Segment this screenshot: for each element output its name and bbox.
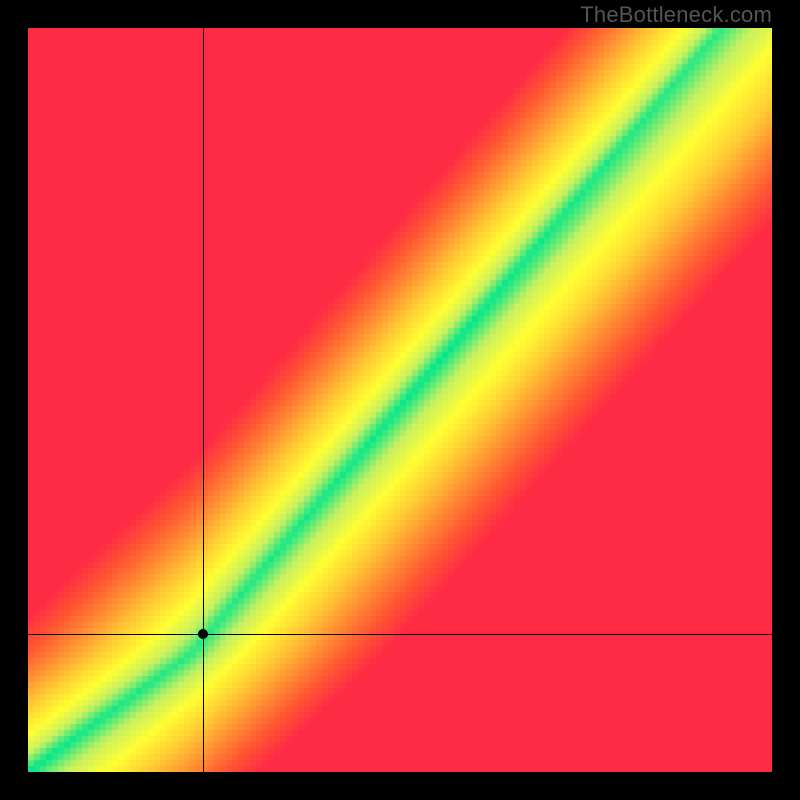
bottleneck-marker xyxy=(198,629,208,639)
heatmap-plot xyxy=(28,28,772,772)
crosshair-vertical xyxy=(203,28,204,772)
watermark: TheBottleneck.com xyxy=(580,2,772,28)
crosshair-horizontal xyxy=(28,634,772,635)
